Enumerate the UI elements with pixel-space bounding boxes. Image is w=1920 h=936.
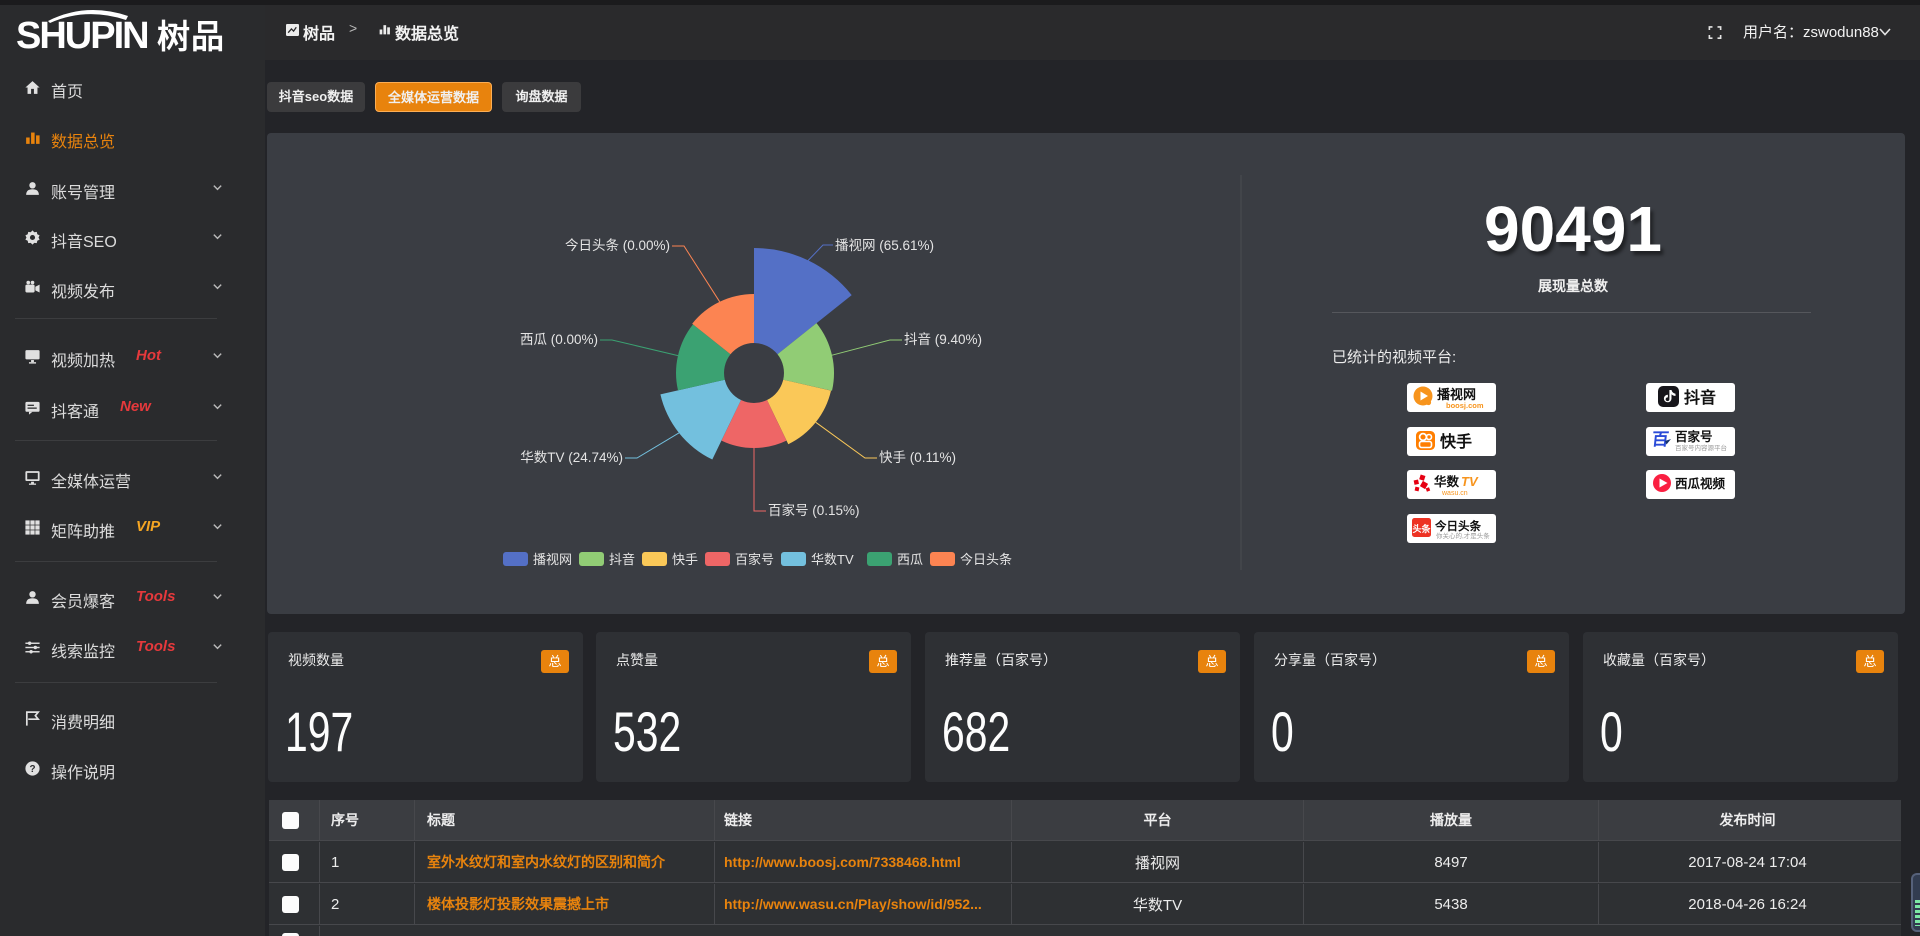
- svg-text:西瓜视频: 西瓜视频: [1675, 476, 1726, 491]
- svg-text:TV: TV: [1461, 474, 1479, 489]
- svg-text:华数TV (24.74%): 华数TV (24.74%): [520, 450, 623, 465]
- svg-text:wasu.cn: wasu.cn: [1441, 490, 1468, 497]
- svg-text:你关心的,才是头条: 你关心的,才是头条: [1436, 531, 1490, 540]
- svg-text:百家号内容源平台: 百家号内容源平台: [1675, 443, 1727, 452]
- svg-text:快手: 快手: [672, 552, 698, 567]
- svg-text:华数TV: 华数TV: [811, 552, 854, 567]
- svg-text:?: ?: [29, 764, 35, 775]
- svg-text:头条: 头条: [1412, 523, 1431, 534]
- svg-text:百: 百: [1651, 430, 1670, 449]
- svg-text:百家号 (0.15%): 百家号 (0.15%): [768, 502, 860, 518]
- svg-text:播视网: 播视网: [533, 552, 572, 567]
- svg-text:SHUPIN: SHUPIN: [16, 15, 148, 56]
- svg-text:播视网 (65.61%): 播视网 (65.61%): [835, 238, 934, 253]
- svg-text:百家号: 百家号: [735, 552, 774, 567]
- svg-text:今日头条: 今日头条: [960, 552, 1012, 567]
- svg-text:抖音 (9.40%): 抖音 (9.40%): [904, 331, 982, 347]
- svg-text:西瓜 (0.00%): 西瓜 (0.00%): [520, 332, 598, 347]
- svg-text:快手 (0.11%): 快手 (0.11%): [879, 450, 956, 465]
- svg-text:华数: 华数: [1434, 474, 1460, 489]
- svg-text:西瓜: 西瓜: [897, 552, 923, 567]
- svg-text:今日头条 (0.00%): 今日头条 (0.00%): [565, 237, 670, 253]
- svg-text:boosj.com: boosj.com: [1446, 401, 1484, 410]
- svg-text:今日头条: 今日头条: [1434, 519, 1481, 533]
- svg-text:百家号: 百家号: [1675, 429, 1713, 444]
- svg-text:抖音: 抖音: [609, 552, 635, 567]
- svg-text:树品: 树品: [157, 18, 225, 55]
- svg-text:快手: 快手: [1440, 432, 1472, 451]
- svg-text:播视网: 播视网: [1437, 387, 1476, 402]
- svg-text:抖音: 抖音: [1684, 388, 1716, 407]
